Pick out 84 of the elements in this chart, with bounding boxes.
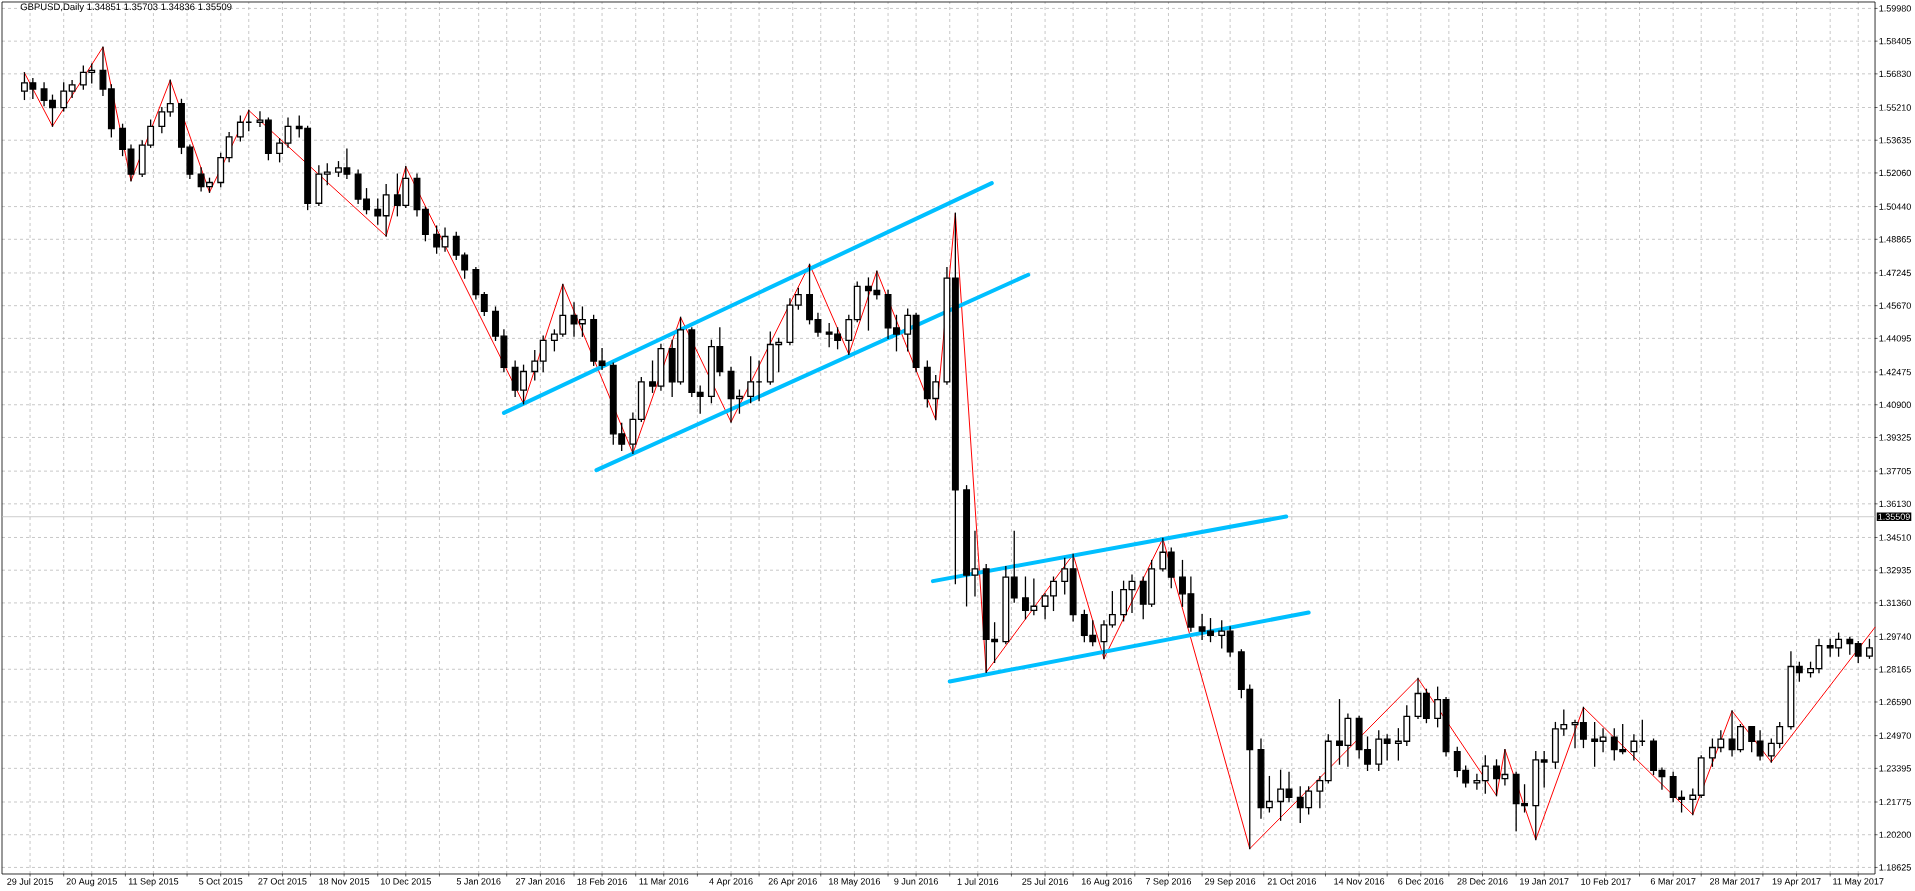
x-tick-label: 14 Nov 2016 (1334, 878, 1385, 885)
candlestick (786, 298, 794, 346)
candlestick (814, 312, 822, 337)
candlestick (943, 267, 951, 385)
y-tick-label: 1.26590 (1879, 698, 1911, 706)
y-tick-label: 1.53635 (1879, 137, 1911, 144)
y-tick-label: 1.18625 (1879, 864, 1911, 871)
x-tick-label: 18 May 2016 (829, 878, 881, 887)
x-tick-label: 7 Sep 2016 (1145, 878, 1192, 887)
x-tick-label: 29 Jul 2015 (7, 878, 53, 885)
y-tick-label: 1.32935 (1879, 567, 1911, 574)
candlestick (1316, 775, 1324, 809)
candlestick (1069, 553, 1077, 622)
x-tick-label: 28 Dec 2016 (1457, 878, 1508, 885)
candlestick (472, 267, 480, 300)
x-tick-label: 10 Dec 2015 (380, 878, 431, 885)
x-tick-label: 1 Jul 2016 (957, 878, 999, 885)
x-tick-label: 16 Aug 2016 (1081, 878, 1132, 887)
x-tick-label: 27 Oct 2015 (258, 878, 307, 885)
x-tick-label: 11 Sep 2015 (128, 878, 179, 887)
x-tick-label: 6 Dec 2016 (1398, 878, 1444, 885)
y-tick-label: 1.45670 (1879, 302, 1911, 309)
y-tick-label: 1.36130 (1879, 500, 1911, 508)
x-tick-label: 18 Feb 2016 (577, 878, 627, 885)
y-tick-label: 1.23395 (1879, 765, 1911, 772)
y-tick-label: 1.21775 (1879, 798, 1911, 806)
y-tick-label: 1.58405 (1879, 37, 1911, 45)
candlestick (1599, 728, 1607, 753)
line-series (23, 46, 1876, 850)
y-tick-label: 1.28165 (1879, 666, 1911, 673)
y-tick-label: 1.34510 (1879, 534, 1911, 541)
x-tick-label: 5 Oct 2015 (199, 878, 243, 885)
candlestick (971, 530, 979, 597)
y-tick-label: 1.42475 (1879, 368, 1911, 376)
y-tick-label: 1.47245 (1879, 269, 1911, 277)
y-tick-label: 1.50440 (1879, 203, 1911, 210)
candlestick (1787, 651, 1795, 730)
candlestick (598, 348, 606, 371)
x-tick-label: 19 Apr 2017 (1772, 878, 1821, 887)
y-tick-label: 1.59980 (1879, 5, 1911, 12)
x-tick-label: 26 Apr 2016 (768, 878, 817, 887)
candlestick (912, 312, 920, 373)
candlestick (1285, 771, 1293, 803)
candlestick (1473, 773, 1481, 790)
x-tick-label: 11 Mar 2016 (639, 878, 689, 885)
candlestick (951, 212, 959, 585)
y-tick-label: 1.56830 (1879, 70, 1911, 78)
x-tick-label: 9 Jun 2016 (894, 878, 938, 885)
candlestick (1756, 730, 1764, 761)
candlestick (315, 165, 323, 206)
y-tick-label: 1.24970 (1879, 732, 1911, 739)
y-tick-label: 1.37705 (1879, 467, 1911, 475)
candlestick (1277, 769, 1285, 821)
y-tick-label: 1.55210 (1879, 104, 1911, 111)
ref-line-label: 1.35509 (1878, 513, 1910, 520)
candlestick (1630, 734, 1638, 761)
y-tick-label: 1.29740 (1879, 633, 1911, 640)
candlestick (225, 131, 233, 163)
y-tick-label: 1.20200 (1879, 831, 1911, 838)
x-tick-label: 10 Feb 2017 (1581, 878, 1631, 885)
candlestick (441, 227, 449, 252)
x-tick-label: 18 Nov 2015 (319, 878, 370, 885)
y-tick-label: 1.31360 (1879, 599, 1911, 607)
x-tick-label: 20 Aug 2015 (66, 878, 117, 887)
x-tick-label: 28 Mar 2017 (1710, 878, 1760, 885)
x-tick-label: 6 Mar 2017 (1650, 878, 1696, 885)
candlestick (1226, 626, 1234, 657)
candlestick (68, 80, 76, 98)
y-tick-label: 1.40900 (1879, 401, 1911, 408)
x-tick-label: 11 May 2017 (1833, 878, 1884, 887)
x-tick-label: 25 Jul 2016 (1022, 878, 1068, 885)
candlestick (1265, 775, 1273, 813)
x-tick-label: 19 Jan 2017 (1520, 878, 1569, 885)
x-tick-label: 5 Jan 2016 (456, 878, 501, 885)
candlestick (629, 412, 637, 455)
x-tick-label: 27 Jan 2016 (516, 878, 565, 885)
y-tick-label: 1.52060 (1879, 169, 1911, 177)
chart-title: GBPUSD,Daily 1.34851 1.35703 1.34836 1.35509 (20, 3, 232, 13)
x-tick-label: 21 Oct 2016 (1267, 878, 1316, 885)
x-tick-label: 29 Sep 2016 (1205, 878, 1256, 887)
y-tick-label: 1.48865 (1879, 236, 1911, 243)
y-tick-label: 1.44095 (1879, 335, 1911, 342)
x-tick-label: 4 Apr 2016 (709, 878, 753, 887)
y-tick-label: 1.39325 (1879, 434, 1911, 441)
